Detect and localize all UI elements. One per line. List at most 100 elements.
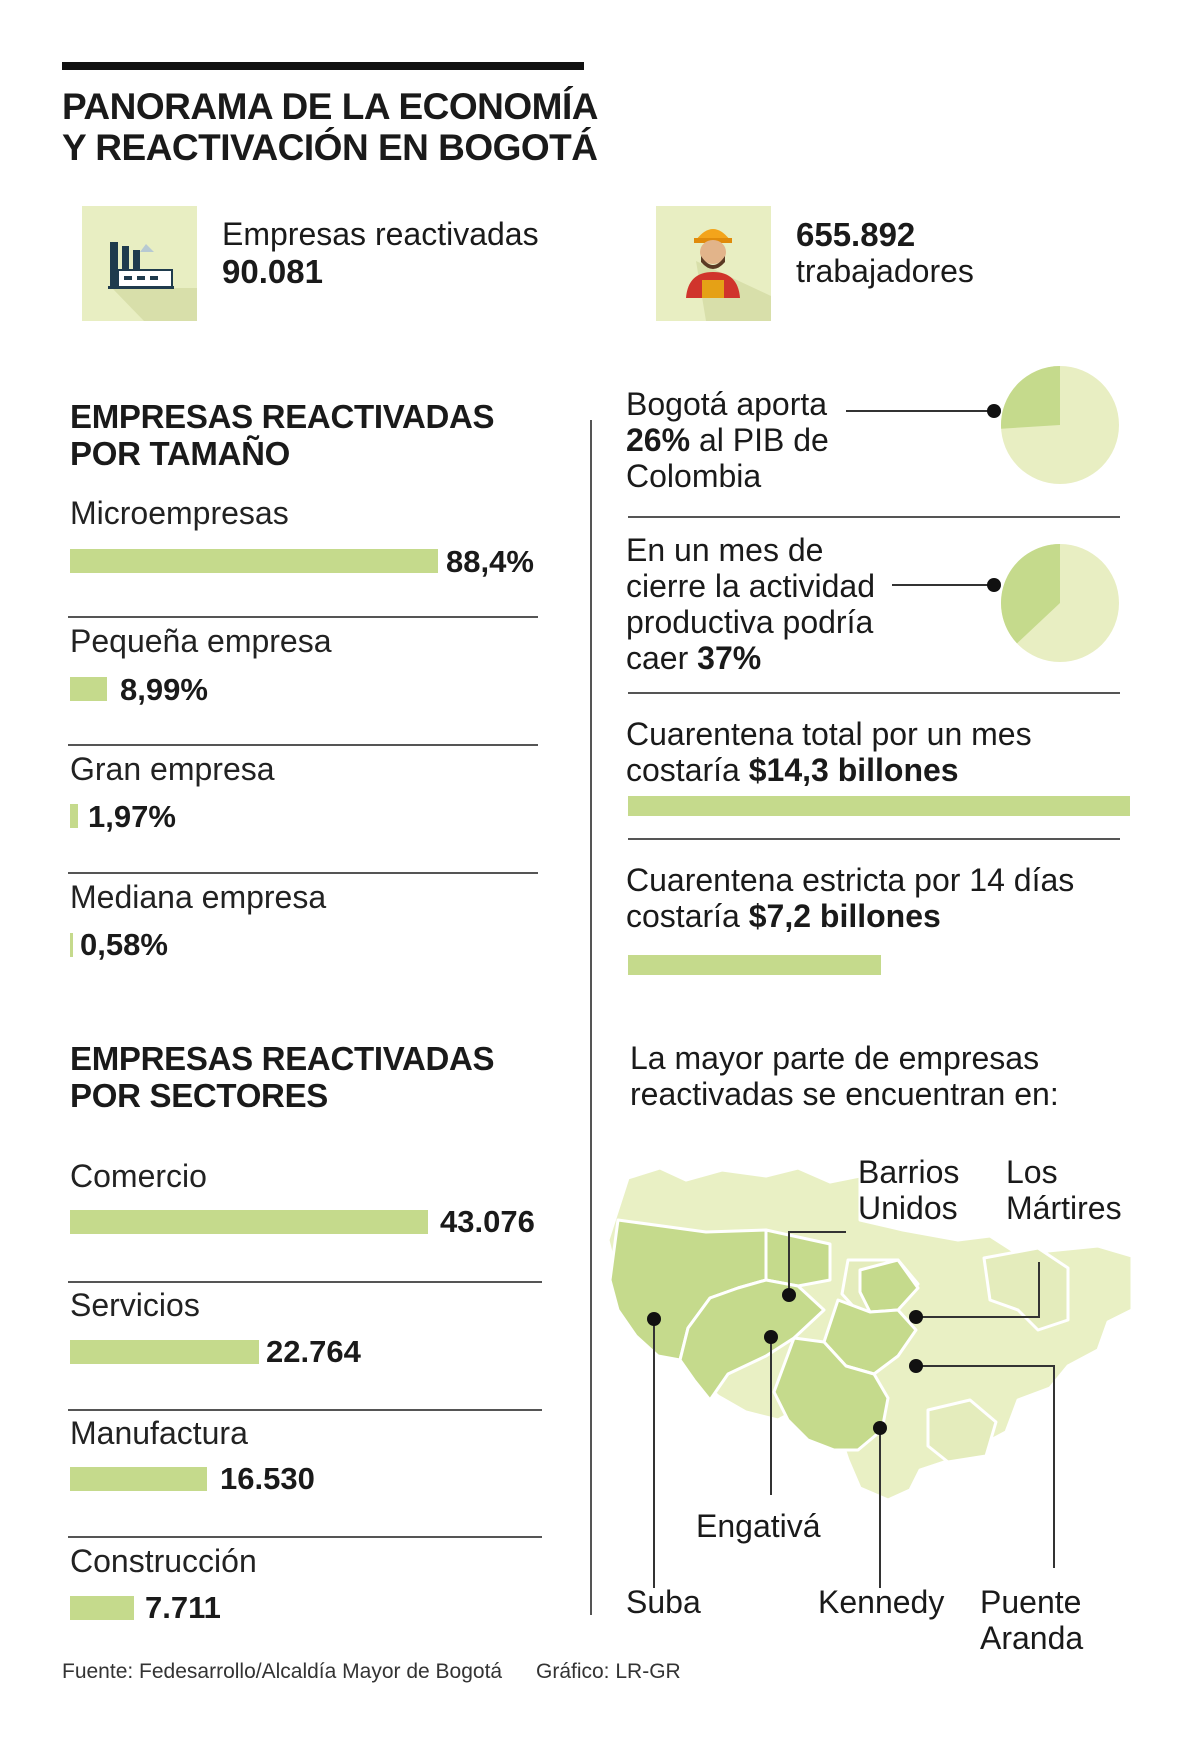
worker-icon	[656, 206, 771, 321]
sectores-heading: EMPRESAS REACTIVADAS POR SECTORES	[70, 1040, 495, 1114]
sector-value-comercio: 43.076	[440, 1204, 535, 1239]
cierre-line-1: En un mes de	[626, 532, 824, 568]
cuarentena-estricta-line-2: costaría $7,2 billones	[626, 898, 1074, 934]
map-intro-line-2: reactivadas se encuentran en:	[630, 1076, 1059, 1112]
trabajadores-kpi-value: 655.892	[796, 216, 916, 253]
column-divider	[590, 420, 592, 1615]
tamano-label-mediana: Mediana empresa	[70, 879, 327, 915]
map-intro-line-1: La mayor parte de empresas	[630, 1040, 1040, 1076]
sector-bar-construccion	[70, 1596, 135, 1620]
cierre-line-2: cierre la actividad	[626, 568, 875, 604]
tamano-bar-pequena	[70, 677, 108, 701]
cuarentena-total-value: $14,3 billones	[748, 752, 959, 788]
cuarentena-total-text: Cuarentena total por un mes costaría $14…	[626, 716, 1032, 788]
engativa-dot	[764, 1330, 778, 1344]
pib-pie-chart	[846, 366, 1119, 484]
cuarentena-estricta-line-2-pre: costaría	[626, 898, 749, 934]
title-line-1: PANORAMA DE LA ECONOMÍA	[62, 86, 598, 127]
tamano-heading-line-1: EMPRESAS REACTIVADAS	[70, 398, 495, 435]
tamano-label-pequena: Pequeña empresa	[70, 623, 332, 659]
map-region-light	[926, 1398, 998, 1464]
sector-bar-comercio	[70, 1210, 428, 1234]
puente-dot	[909, 1359, 923, 1373]
puente-leader-line	[916, 1365, 1055, 1520]
cuarentena-total-line-2: costaría $14,3 billones	[626, 752, 1032, 788]
empresas-kpi-label: Empresas reactivadas	[222, 216, 539, 252]
martires-dot	[909, 1310, 923, 1324]
kennedy-leader-line-ext	[879, 1520, 881, 1588]
sector-label-comercio: Comercio	[70, 1158, 207, 1194]
map-region-light	[982, 1246, 1070, 1332]
label-barrios-line-1: Barrios	[858, 1154, 960, 1190]
page-title: PANORAMA DE LA ECONOMÍA Y REACTIVACIÓN E…	[62, 86, 682, 168]
pib-text: Bogotá aporta 26% al PIB de Colombia	[626, 386, 829, 494]
pib-line-2-rest: al PIB de	[690, 422, 829, 458]
pib-share-value: 26%	[626, 422, 691, 458]
map-region-kennedy	[772, 1336, 890, 1452]
label-martires-line-1: Los	[1006, 1154, 1058, 1190]
suba-leader-line-ext	[653, 1520, 655, 1588]
label-martires-line-2: Mártires	[1006, 1190, 1122, 1226]
martires-leader-line	[916, 1262, 1040, 1318]
divider	[68, 1536, 542, 1538]
sectores-heading-line-1: EMPRESAS REACTIVADAS	[70, 1040, 495, 1077]
divider	[68, 872, 538, 874]
puente-leader-line-ext	[1053, 1520, 1055, 1568]
tamano-label-gran: Gran empresa	[70, 751, 275, 787]
tamano-value-pequena: 8,99%	[120, 672, 208, 707]
pib-line-3: Colombia	[626, 458, 762, 494]
sector-label-servicios: Servicios	[70, 1287, 200, 1323]
tamano-heading-line-2: POR TAMAÑO	[70, 435, 291, 472]
cuarentena-estricta-value: $7,2 billones	[748, 898, 941, 934]
tamano-value-mediana: 0,58%	[80, 927, 168, 962]
map-intro: La mayor parte de empresas reactivadas s…	[630, 1040, 1059, 1112]
cuarentena-estricta-line-1: Cuarentena estricta por 14 días	[626, 862, 1075, 898]
label-los-martires: Los Mártires	[1006, 1154, 1122, 1226]
divider	[68, 1281, 542, 1283]
cierre-pie-slice	[1000, 544, 1060, 644]
divider	[68, 616, 538, 618]
cierre-share-value: 37%	[697, 640, 762, 676]
tamano-heading: EMPRESAS REACTIVADAS POR TAMAÑO	[70, 398, 495, 472]
tamano-bar-mediana	[70, 933, 73, 957]
kennedy-dot	[873, 1421, 887, 1435]
tamano-value-micro: 88,4%	[446, 544, 534, 579]
label-puente-aranda: Puente Aranda	[980, 1584, 1083, 1656]
sector-value-manufactura: 16.530	[220, 1461, 315, 1496]
bogota-map	[606, 1166, 1134, 1520]
cuarentena-total-line-2-pre: costaría	[626, 752, 749, 788]
pib-pie-slice	[1001, 366, 1060, 429]
label-barrios-line-2: Unidos	[858, 1190, 958, 1226]
source-credit: Fuente: Fedesarrollo/Alcaldía Mayor de B…	[62, 1660, 503, 1683]
sector-value-servicios: 22.764	[266, 1334, 361, 1369]
label-puente-line-2: Aranda	[980, 1620, 1084, 1656]
suba-dot	[647, 1312, 661, 1326]
tamano-bar-gran	[70, 804, 79, 828]
map-region-barrios-unidos	[764, 1228, 832, 1288]
sectores-heading-line-2: POR SECTORES	[70, 1077, 329, 1114]
cierre-text: En un mes de cierre la actividad product…	[626, 532, 875, 676]
title-line-2: Y REACTIVACIÓN EN BOGOTÁ	[62, 127, 598, 168]
cierre-leader-dot	[987, 578, 1001, 592]
cierre-line-4-pre: caer	[626, 640, 698, 676]
label-suba: Suba	[626, 1584, 701, 1620]
sector-bar-manufactura	[70, 1467, 208, 1491]
pib-line-1: Bogotá aporta	[626, 386, 828, 422]
divider	[68, 1409, 542, 1411]
divider	[68, 744, 538, 746]
factory-icon	[82, 206, 197, 321]
divider	[628, 692, 1120, 694]
label-engativa: Engativá	[696, 1508, 821, 1544]
divider	[628, 838, 1120, 840]
tamano-bar-micro	[70, 549, 438, 573]
barrios-leader-line	[788, 1231, 846, 1295]
sector-bar-servicios	[70, 1340, 260, 1364]
barrios-dot	[782, 1288, 796, 1302]
cuarentena-estricta-text: Cuarentena estricta por 14 días costaría…	[626, 862, 1074, 934]
empresas-kpi-value: 90.081	[222, 253, 323, 290]
tamano-value-gran: 1,97%	[88, 799, 176, 834]
label-barrios-unidos: Barrios Unidos	[858, 1154, 959, 1226]
pib-leader-dot	[987, 404, 1001, 418]
cierre-line-3: productiva podría	[626, 604, 874, 640]
cuarentena-total-line-1: Cuarentena total por un mes	[626, 716, 1032, 752]
